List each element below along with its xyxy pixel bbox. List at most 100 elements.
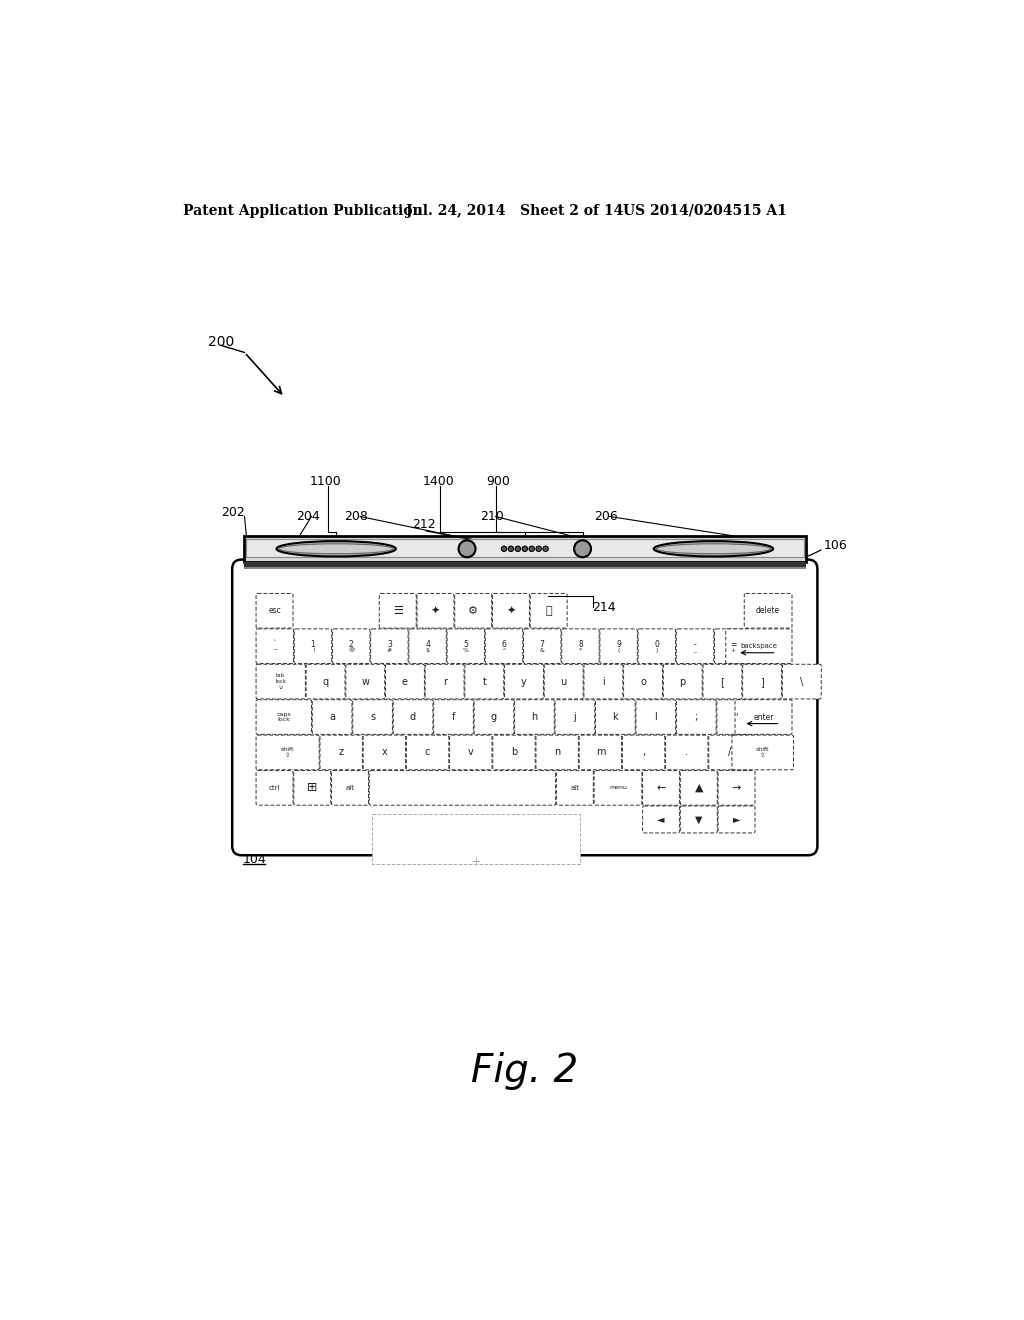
FancyBboxPatch shape [409,628,446,664]
FancyBboxPatch shape [536,735,579,770]
FancyBboxPatch shape [256,735,319,770]
Text: ◄: ◄ [657,814,665,825]
FancyBboxPatch shape [505,664,544,700]
Text: d: d [410,711,416,722]
FancyBboxPatch shape [256,594,293,628]
Text: 2: 2 [349,640,353,649]
Text: enter: enter [754,713,774,722]
Text: /: / [728,747,731,758]
Text: _: _ [693,648,696,652]
Text: *: * [579,648,582,652]
FancyBboxPatch shape [702,664,741,700]
Text: l: l [654,711,657,722]
Text: →: → [732,783,741,793]
FancyBboxPatch shape [643,807,680,833]
FancyBboxPatch shape [717,700,757,734]
FancyBboxPatch shape [256,664,305,700]
Circle shape [502,546,507,552]
Text: h: h [531,711,538,722]
FancyBboxPatch shape [643,771,680,805]
Text: backspace: backspace [740,643,777,649]
Text: 206: 206 [594,510,617,523]
FancyBboxPatch shape [680,807,717,833]
Text: menu: menu [609,785,627,791]
Text: p: p [680,677,686,686]
Text: 🔍: 🔍 [546,606,552,615]
Text: 214: 214 [593,601,616,614]
Text: 208: 208 [345,510,369,523]
Text: =: = [730,640,736,649]
Text: ✦: ✦ [431,606,440,615]
FancyBboxPatch shape [450,735,492,770]
Text: ': ' [735,711,738,722]
Text: 1100: 1100 [309,475,341,488]
Circle shape [574,540,591,557]
Text: n: n [554,747,560,758]
Text: ▲: ▲ [694,783,703,793]
Text: u: u [560,677,567,686]
FancyBboxPatch shape [623,735,665,770]
FancyBboxPatch shape [709,735,752,770]
FancyBboxPatch shape [370,771,556,805]
FancyBboxPatch shape [584,664,623,700]
FancyBboxPatch shape [352,700,392,734]
Text: Jul. 24, 2014   Sheet 2 of 14: Jul. 24, 2014 Sheet 2 of 14 [407,203,624,218]
FancyBboxPatch shape [676,628,714,664]
FancyBboxPatch shape [232,560,817,855]
FancyBboxPatch shape [319,735,362,770]
Ellipse shape [276,541,396,557]
Text: 3: 3 [387,640,392,649]
FancyBboxPatch shape [596,700,635,734]
Text: c: c [425,747,430,758]
Text: ►: ► [733,814,740,825]
Ellipse shape [653,541,773,557]
Text: j: j [573,711,577,722]
FancyBboxPatch shape [636,700,676,734]
FancyBboxPatch shape [493,594,529,628]
Text: 900: 900 [486,475,510,488]
Text: .: . [685,747,688,758]
Text: ~: ~ [272,648,278,652]
Text: 1400: 1400 [423,475,455,488]
Text: 1: 1 [310,640,315,649]
FancyBboxPatch shape [562,628,599,664]
Text: b: b [511,747,517,758]
FancyBboxPatch shape [346,664,385,700]
Text: s: s [370,711,375,722]
Text: ←: ← [656,783,666,793]
FancyBboxPatch shape [407,735,449,770]
Circle shape [536,546,542,552]
Text: e: e [402,677,408,686]
Text: ▼: ▼ [695,814,702,825]
FancyBboxPatch shape [624,664,663,700]
Text: #: # [387,648,392,652]
FancyBboxPatch shape [638,628,676,664]
FancyBboxPatch shape [718,771,755,805]
Circle shape [522,546,527,552]
Text: 4: 4 [425,640,430,649]
FancyBboxPatch shape [744,594,792,628]
Text: `: ` [272,640,276,649]
Text: delete: delete [756,606,780,615]
Text: 7: 7 [540,640,545,649]
FancyBboxPatch shape [485,628,522,664]
FancyBboxPatch shape [742,664,781,700]
Text: x: x [382,747,387,758]
Text: ctrl: ctrl [268,785,281,791]
Text: tab
lock
∪: tab lock ∪ [275,673,287,690]
Text: ⊞: ⊞ [307,781,317,795]
Text: ]: ] [760,677,764,686]
Text: ⚙: ⚙ [468,606,478,615]
FancyBboxPatch shape [677,700,716,734]
FancyBboxPatch shape [447,628,484,664]
Text: shift
⇧: shift ⇧ [756,747,769,758]
FancyBboxPatch shape [385,664,424,700]
Text: !: ! [311,648,314,652]
Text: ): ) [655,648,658,652]
FancyBboxPatch shape [256,628,294,664]
Text: 200: 200 [208,335,233,348]
Text: 202: 202 [221,506,245,519]
Ellipse shape [280,544,393,554]
FancyBboxPatch shape [735,700,792,734]
Text: Fig. 2: Fig. 2 [471,1052,579,1090]
